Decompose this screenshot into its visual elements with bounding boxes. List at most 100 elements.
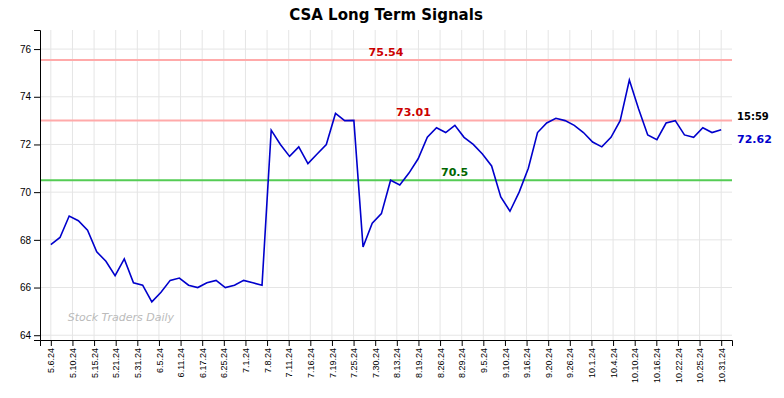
- reference-label: 73.01: [396, 106, 431, 119]
- tick-label: 7.16.24: [306, 348, 316, 378]
- tick: 10.25.24: [695, 340, 705, 383]
- tick: 10.4.24: [609, 340, 619, 378]
- tick: 5.6.24: [46, 340, 56, 373]
- grid-line: [245, 30, 246, 340]
- tick-mark: [375, 340, 376, 346]
- tick: 7.11.24: [284, 340, 294, 377]
- tick: 7.30.24: [371, 340, 381, 378]
- tick: 9.10.24: [501, 340, 511, 378]
- tick-label: 10.10.24: [630, 348, 640, 383]
- grid-line: [288, 30, 289, 340]
- tick: 10.31.24: [717, 340, 727, 383]
- grid-line: [40, 96, 732, 97]
- tick-label: 8.19.24: [414, 348, 424, 378]
- tick-label: 10.22.24: [674, 348, 684, 383]
- grid-line: [591, 30, 592, 340]
- grid-line: [40, 192, 732, 193]
- tick: 9.16.24: [522, 340, 532, 378]
- tick-label: 6.11.24: [176, 348, 186, 377]
- grid-line: [699, 30, 700, 340]
- tick-label: 9.10.24: [501, 348, 511, 378]
- tick-label: 7.8.24: [263, 348, 273, 373]
- tick-label: 6.25.24: [219, 348, 229, 378]
- tick-label: 9.16.24: [522, 348, 532, 378]
- tick: 68: [20, 235, 40, 246]
- tick-label: 74: [20, 91, 32, 102]
- chart: 646668707274765.6.245.10.245.15.245.21.2…: [0, 0, 784, 398]
- tick: 5.15.24: [90, 340, 100, 378]
- tick-label: 7.25.24: [349, 348, 359, 378]
- tick-mark: [34, 97, 40, 98]
- tick-mark: [656, 340, 657, 346]
- grid-line: [40, 239, 732, 240]
- watermark: Stock Traders Daily: [68, 311, 175, 324]
- end-label: 15:59: [737, 111, 769, 122]
- tick-label: 5.15.24: [90, 348, 100, 378]
- tick-mark: [245, 340, 246, 346]
- grid-line: [461, 30, 462, 340]
- tick-label: 6.17.24: [198, 348, 208, 378]
- tick-mark: [51, 340, 52, 346]
- tick-label: 5.6.24: [46, 348, 56, 373]
- grid-line: [223, 30, 224, 340]
- tick-label: 6.5.24: [155, 348, 165, 373]
- grid-line: [72, 30, 73, 340]
- end-label: 72.62: [737, 133, 772, 146]
- tick-mark: [332, 340, 333, 346]
- tick-label: 7.30.24: [371, 348, 381, 378]
- grid-line: [548, 30, 549, 340]
- reference-label: 70.5: [441, 166, 468, 179]
- tick: 66: [20, 282, 40, 293]
- tick-mark: [34, 288, 40, 289]
- tick-label: 66: [20, 282, 32, 293]
- tick: 10.1.24: [587, 340, 597, 378]
- annotations: 75.5473.0170.515:5972.62Stock Traders Da…: [68, 46, 772, 324]
- grid-line: [418, 30, 419, 340]
- tick-label: 8.26.24: [436, 348, 446, 378]
- tick-mark: [591, 340, 592, 346]
- tick-label: 10.1.24: [587, 348, 597, 378]
- tick: 8.19.24: [414, 340, 424, 378]
- grid: [40, 30, 732, 340]
- tick: 5.10.24: [68, 340, 78, 378]
- tick-label: 5.31.24: [133, 348, 143, 378]
- tick-mark: [94, 340, 95, 346]
- grid-line: [677, 30, 678, 340]
- tick: 6.17.24: [198, 340, 208, 378]
- grid-line: [634, 30, 635, 340]
- tick-mark: [397, 340, 398, 346]
- tick-label: 10.4.24: [609, 348, 619, 378]
- tick-label: 8.29.24: [457, 348, 467, 378]
- grid-line: [721, 30, 722, 340]
- tick: 6.11.24: [176, 340, 186, 377]
- grid-line: [180, 30, 181, 340]
- tick: 7.8.24: [263, 340, 273, 373]
- grid-line: [94, 30, 95, 340]
- axis-line: [34, 31, 41, 341]
- grid-line: [310, 30, 311, 340]
- grid-line: [202, 30, 203, 340]
- tick-mark: [34, 192, 40, 193]
- tick-label: 64: [20, 330, 32, 341]
- line: [51, 80, 721, 302]
- tick-mark: [700, 340, 701, 346]
- plot: 646668707274765.6.245.10.245.15.245.21.2…: [20, 30, 772, 383]
- reference-line: [40, 59, 732, 61]
- axis-line: [41, 341, 733, 347]
- reference-line: [40, 179, 732, 181]
- tick-mark: [635, 340, 636, 346]
- reference-line: [40, 119, 732, 121]
- tick-mark: [548, 340, 549, 346]
- tick: 9.20.24: [544, 340, 554, 378]
- tick-label: 9.20.24: [544, 348, 554, 378]
- tick-mark: [462, 340, 463, 346]
- tick: 7.19.24: [328, 340, 338, 378]
- tick: 7.25.24: [349, 340, 359, 378]
- tick-mark: [202, 340, 203, 346]
- grid-line: [331, 30, 332, 340]
- tick-label: 5.21.24: [111, 348, 121, 378]
- title: CSA Long Term Signals: [289, 6, 483, 24]
- tick-mark: [354, 340, 355, 346]
- grid-line: [50, 30, 51, 340]
- tick-mark: [505, 340, 506, 346]
